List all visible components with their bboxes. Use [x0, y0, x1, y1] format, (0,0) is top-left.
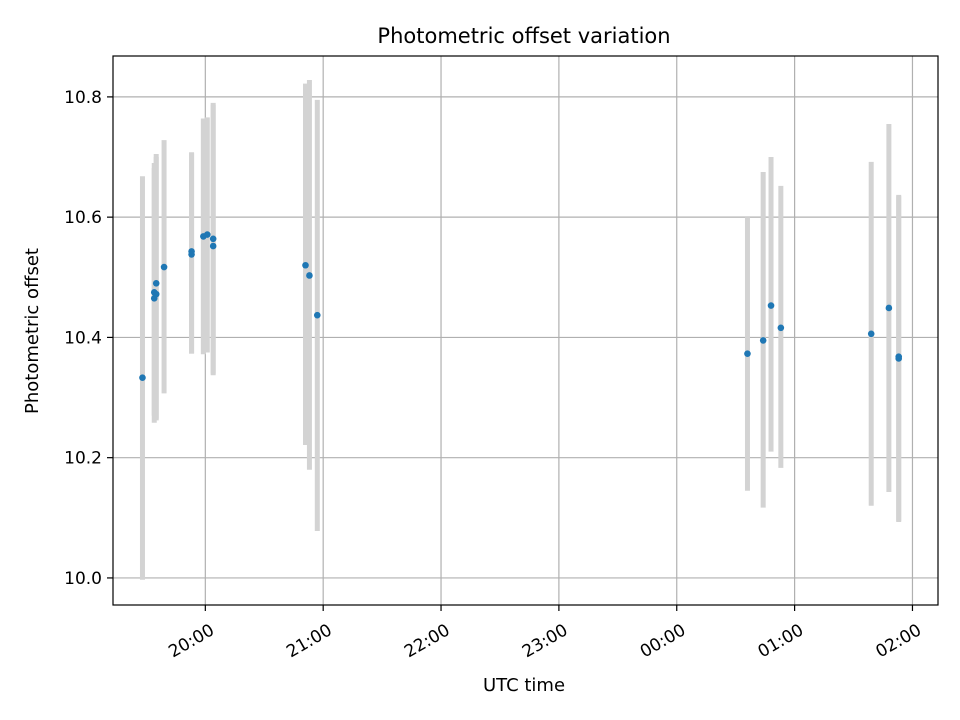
data-point — [188, 251, 195, 258]
data-point — [306, 272, 313, 279]
data-point — [209, 242, 217, 250]
x-axis-label: UTC time — [483, 675, 565, 696]
data-point — [867, 330, 875, 338]
data-point — [313, 311, 321, 319]
plot-frame — [112, 55, 939, 606]
data-point — [767, 302, 775, 309]
data-points — [139, 231, 903, 382]
data-point — [152, 279, 160, 287]
y-axis-ticks: 10.0 10.2 10.4 10.6 10.8 — [64, 88, 113, 589]
data-point — [759, 337, 767, 344]
chart-title: Photometric offset variation — [377, 24, 670, 48]
y-tick-label: 10.6 — [64, 208, 102, 228]
y-tick-label: 10.2 — [64, 449, 102, 469]
data-point — [203, 231, 211, 238]
grid-lines — [113, 56, 938, 605]
data-point — [885, 304, 893, 312]
y-axis-label: Photometric offset — [22, 248, 43, 414]
y-tick-label: 10.8 — [64, 88, 102, 108]
data-point — [139, 374, 146, 382]
data-point — [777, 324, 785, 332]
y-tick-label: 10.0 — [64, 569, 102, 589]
data-point — [744, 350, 751, 357]
data-point — [160, 263, 168, 271]
y-tick-label: 10.4 — [64, 328, 102, 348]
data-point — [895, 355, 903, 362]
data-point — [152, 290, 160, 298]
data-point — [302, 261, 309, 269]
data-point — [209, 235, 217, 243]
